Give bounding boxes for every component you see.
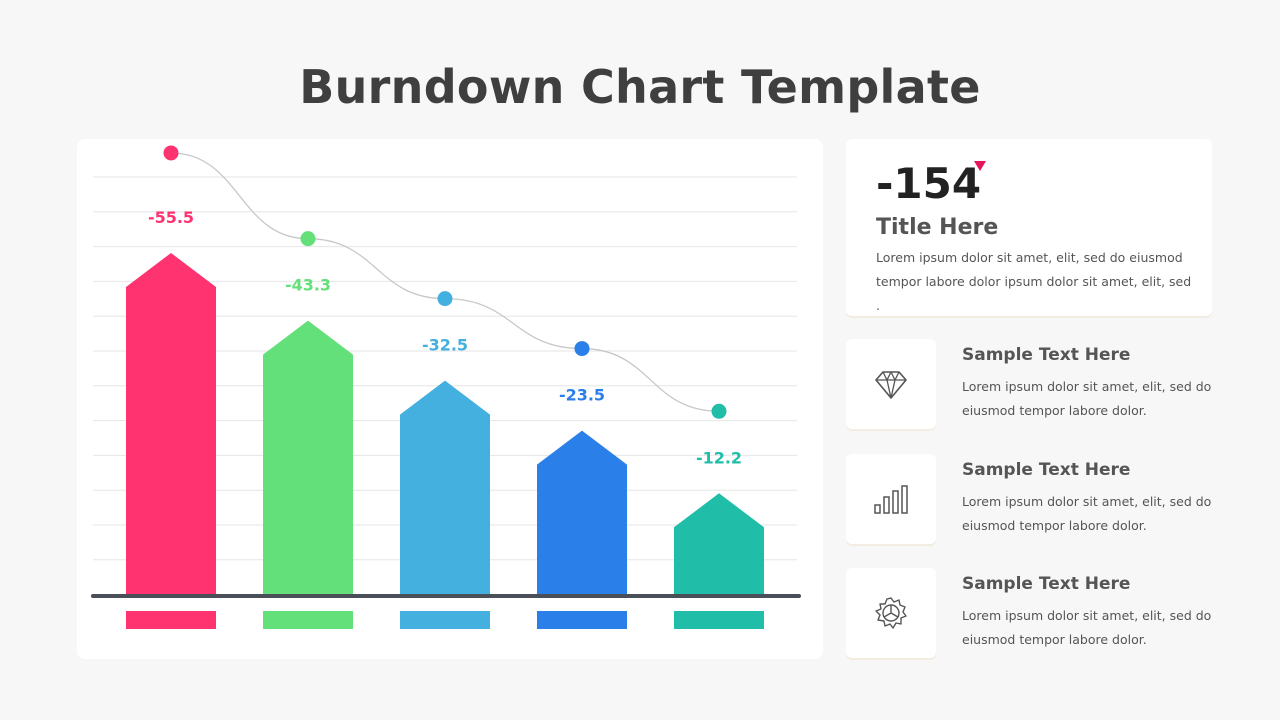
bar-key	[126, 611, 216, 629]
bar-key	[263, 611, 353, 629]
bar	[400, 380, 490, 595]
feature-description: Lorem ipsum dolor sit amet, elit, sed do…	[962, 379, 1212, 418]
bar-key	[674, 611, 764, 629]
data-label: -12.2	[696, 448, 742, 467]
data-label: -43.3	[285, 276, 331, 295]
feature-title: Sample Text Here	[962, 460, 1131, 480]
bar	[537, 430, 627, 595]
down-arrow-icon	[974, 161, 986, 171]
feature-icon-box	[846, 568, 936, 658]
summary-description: Lorem ipsum dolor sit amet, elit, sed do…	[876, 250, 1192, 313]
diamond-icon	[875, 371, 907, 399]
trend-point	[300, 231, 316, 247]
feature-description: Lorem ipsum dolor sit amet, elit, sed do…	[962, 494, 1212, 533]
feature-icon-box	[846, 339, 936, 429]
feature-item: Sample Text Here Lorem ipsum dolor sit a…	[846, 568, 1212, 660]
data-label: -23.5	[559, 386, 605, 405]
trend-point	[163, 145, 179, 161]
bar	[674, 493, 764, 595]
bar	[126, 252, 216, 595]
gear-icon	[875, 597, 907, 629]
feature-description: Lorem ipsum dolor sit amet, elit, sed do…	[962, 608, 1212, 647]
trend-point	[437, 291, 453, 307]
data-label: -32.5	[422, 336, 468, 355]
feature-title: Sample Text Here	[962, 574, 1131, 594]
bar	[263, 320, 353, 595]
feature-item: Sample Text Here Lorem ipsum dolor sit a…	[846, 339, 1212, 431]
bar-chart-icon	[874, 485, 908, 514]
feature-icon-box	[846, 454, 936, 544]
data-label: -55.5	[148, 208, 194, 227]
trend-point	[574, 341, 590, 357]
summary-title: Title Here	[876, 215, 999, 240]
feature-item: Sample Text Here Lorem ipsum dolor sit a…	[846, 454, 1212, 546]
trend-point	[711, 403, 727, 419]
page-title: Burndown Chart Template	[299, 60, 981, 114]
trend-line	[170, 152, 720, 412]
bar-key	[400, 611, 490, 629]
summary-value: -154	[876, 159, 982, 208]
summary-card: -154 Title Here Lorem ipsum dolor sit am…	[846, 139, 1212, 316]
bar-key	[537, 611, 627, 629]
feature-title: Sample Text Here	[962, 345, 1131, 365]
burndown-chart: -55.5 -43.3 -32.5 -23.5 -12.2	[91, 145, 801, 629]
chart-card: -55.5 -43.3 -32.5 -23.5 -12.2	[77, 139, 823, 659]
